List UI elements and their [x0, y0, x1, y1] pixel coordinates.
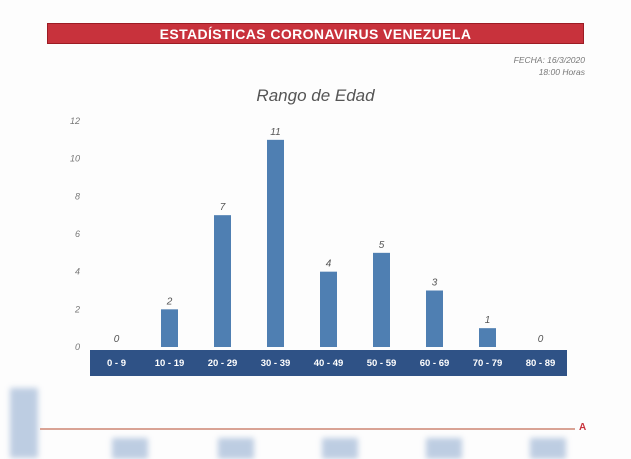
y-tick-label: 10 [70, 154, 80, 164]
y-tick-label: 2 [74, 304, 80, 314]
bar [214, 215, 231, 347]
report-time: 18:00 Horas [538, 67, 585, 77]
bar-value-label: 0 [538, 334, 544, 345]
bar-value-label: 5 [379, 240, 385, 251]
bar-value-label: 1 [485, 315, 491, 326]
category-label: 10 - 19 [155, 358, 185, 369]
bar-value-label: 2 [166, 296, 173, 307]
banner-title: ESTADÍSTICAS CORONAVIRUS VENEZUELA [47, 23, 584, 44]
bar [161, 309, 178, 347]
category-label: 60 - 69 [420, 358, 450, 369]
bar-value-label: 4 [326, 259, 332, 270]
report-date: FECHA: 16/3/2020 [513, 55, 585, 65]
bar [426, 290, 443, 347]
bar-value-label: 3 [432, 278, 438, 289]
bar-value-label: 7 [220, 202, 226, 213]
category-label: 70 - 79 [473, 358, 503, 369]
category-label: 80 - 89 [526, 358, 556, 369]
bar-value-label: 11 [270, 127, 280, 138]
bar [373, 252, 390, 347]
y-tick-label: 8 [75, 191, 80, 201]
bar [267, 139, 284, 347]
bar [479, 328, 496, 347]
category-label: 20 - 29 [208, 358, 238, 369]
category-label: 40 - 49 [314, 358, 344, 369]
blurred-footer-decoration [0, 380, 631, 459]
y-tick-label: 4 [75, 267, 80, 277]
category-label: 50 - 59 [367, 358, 397, 369]
category-axis-band [90, 350, 567, 376]
category-label: 0 - 9 [107, 358, 126, 369]
category-label: 30 - 39 [261, 358, 291, 369]
report-meta: FECHA: 16/3/2020 18:00 Horas [514, 54, 585, 78]
footer-mark: A [579, 422, 587, 433]
y-tick-label: 6 [75, 229, 80, 239]
y-tick-label: 12 [70, 116, 80, 126]
bar-value-label: 0 [114, 334, 120, 345]
y-tick-label: 0 [75, 342, 80, 352]
footer-divider [40, 428, 575, 430]
chart-title: Rango de Edad [256, 86, 375, 105]
bar [320, 271, 337, 347]
